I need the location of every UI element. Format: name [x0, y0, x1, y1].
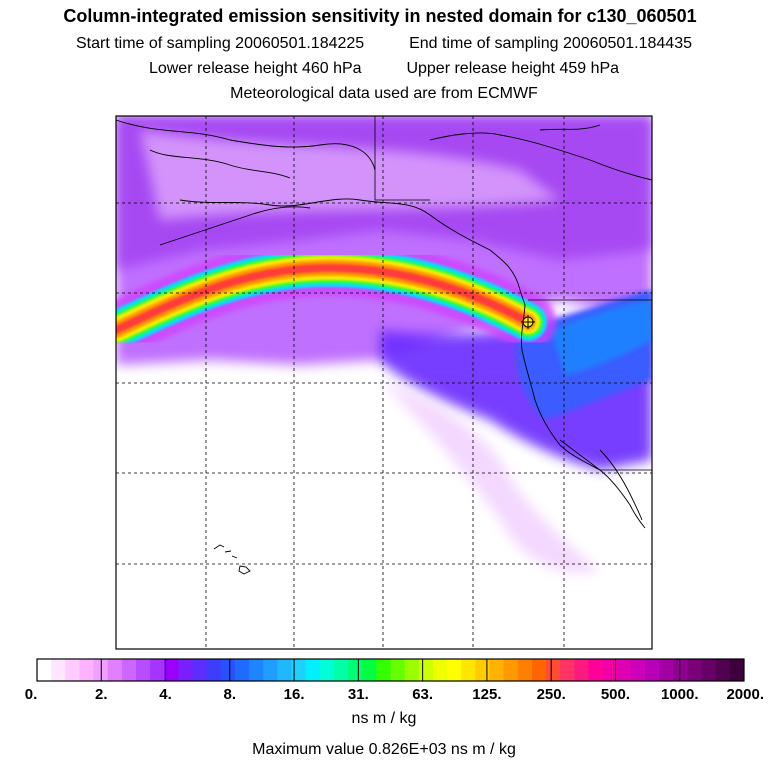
colorbar-tick-label: 1000.: [661, 686, 699, 703]
map-frame: [115, 115, 653, 650]
colorbar-cell: [164, 659, 179, 681]
colorbar-cell: [65, 659, 80, 681]
colorbar-cell: [277, 659, 293, 681]
colorbar-tick-label: 63.: [412, 686, 433, 703]
colorbar-cell: [602, 659, 618, 681]
sampling-time-line: Start time of sampling 20060501.184225 E…: [0, 35, 768, 53]
colorbar-cell: [546, 659, 561, 681]
colorbar-cell: [503, 659, 519, 681]
upper-height-value: 459 hPa: [559, 60, 620, 77]
colorbar-cell: [107, 659, 123, 681]
colorbar-cell: [291, 659, 307, 681]
colorbar-cell: [362, 659, 377, 681]
colorbar-cell: [79, 659, 95, 681]
end-time-value: 20060501.184435: [562, 35, 692, 52]
upper-height-label: Upper release height: [406, 60, 555, 77]
colorbar-cell: [37, 659, 52, 681]
colorbar-frame: [36, 658, 745, 682]
colorbar-cell: [659, 659, 674, 681]
start-time-label: Start time of sampling: [75, 35, 231, 52]
lower-height-value: 460 hPa: [301, 60, 362, 77]
colorbar-tick-label: 250.: [537, 686, 566, 703]
colorbar-cell: [489, 659, 505, 681]
colorbar-units: ns m / kg: [351, 710, 417, 727]
colorbar-cell: [687, 659, 703, 681]
colorbar-cell: [729, 659, 745, 681]
colorbar-cell: [319, 659, 335, 681]
colorbar-cell: [531, 659, 547, 681]
end-time-label: End time of sampling: [409, 35, 559, 52]
colorbar-cell: [461, 659, 476, 681]
met-data-line: Meteorological data used are from ECMWF: [230, 85, 538, 102]
colorbar-cell: [249, 659, 264, 681]
colorbar-cell: [673, 659, 688, 681]
colorbar-cell: [305, 659, 321, 681]
colorbar-cell: [51, 659, 66, 681]
colorbar-cell: [517, 659, 533, 681]
colorbar-cell: [616, 659, 632, 681]
colorbar-cell: [588, 659, 604, 681]
coastline: [116, 119, 652, 575]
start-time-value: 20060501.184225: [235, 35, 365, 52]
colorbar-tick-label: 500.: [601, 686, 630, 703]
figure-title: Column-integrated emission sensitivity i…: [63, 6, 697, 26]
colorbar-cell: [206, 659, 222, 681]
colorbar-cell: [150, 659, 165, 681]
colorbar-cell: [418, 659, 434, 681]
colorbar-tick-label: 4.: [159, 686, 172, 703]
colorbar-tick-label: 2.: [95, 686, 108, 703]
colorbar-cell: [263, 659, 278, 681]
colorbar-cell: [178, 659, 194, 681]
colorbar-cell: [376, 659, 391, 681]
colorbar-cell: [390, 659, 406, 681]
colorbar-ticks: [100, 659, 681, 681]
colorbar-tick-label: 0.: [25, 686, 38, 703]
colorbar-cells: [37, 659, 745, 681]
release-point-marker: [521, 315, 535, 329]
colorbar-cell: [560, 659, 575, 681]
colorbar-cell: [192, 659, 208, 681]
graticule: [116, 116, 652, 649]
colorbar-cell: [220, 659, 236, 681]
lower-height-label: Lower release height: [148, 60, 298, 77]
sensitivity-field: [116, 116, 652, 649]
release-height-line: Lower release height 460 hPa Upper relea…: [0, 60, 768, 78]
colorbar-cell: [475, 659, 490, 681]
colorbar-tick-label: 31.: [348, 686, 369, 703]
colorbar-cell: [645, 659, 660, 681]
colorbar-cell: [404, 659, 420, 681]
colorbar-cell: [574, 659, 589, 681]
colorbar-cell: [447, 659, 462, 681]
colorbar-cell: [715, 659, 731, 681]
colorbar-cell: [701, 659, 717, 681]
colorbar-labels: 0. 2. 4. 8. 16. 31. 63. 125. 250. 500. 1000. 2000.: [25, 686, 764, 703]
colorbar-cell: [432, 659, 448, 681]
colorbar-tick-label: 16.: [284, 686, 305, 703]
colorbar-cell: [630, 659, 646, 681]
colorbar-cell: [333, 659, 349, 681]
colorbar-tick-label: 125.: [472, 686, 501, 703]
colorbar-cell: [121, 659, 137, 681]
colorbar-tick-label: 2000.: [726, 686, 764, 703]
political-boundaries: [374, 116, 652, 471]
colorbar-cell: [348, 659, 363, 681]
colorbar-cell: [234, 659, 250, 681]
max-value-text: Maximum value 0.826E+03 ns m / kg: [252, 741, 516, 758]
colorbar-cell: [135, 659, 151, 681]
colorbar-tick-label: 8.: [224, 686, 237, 703]
